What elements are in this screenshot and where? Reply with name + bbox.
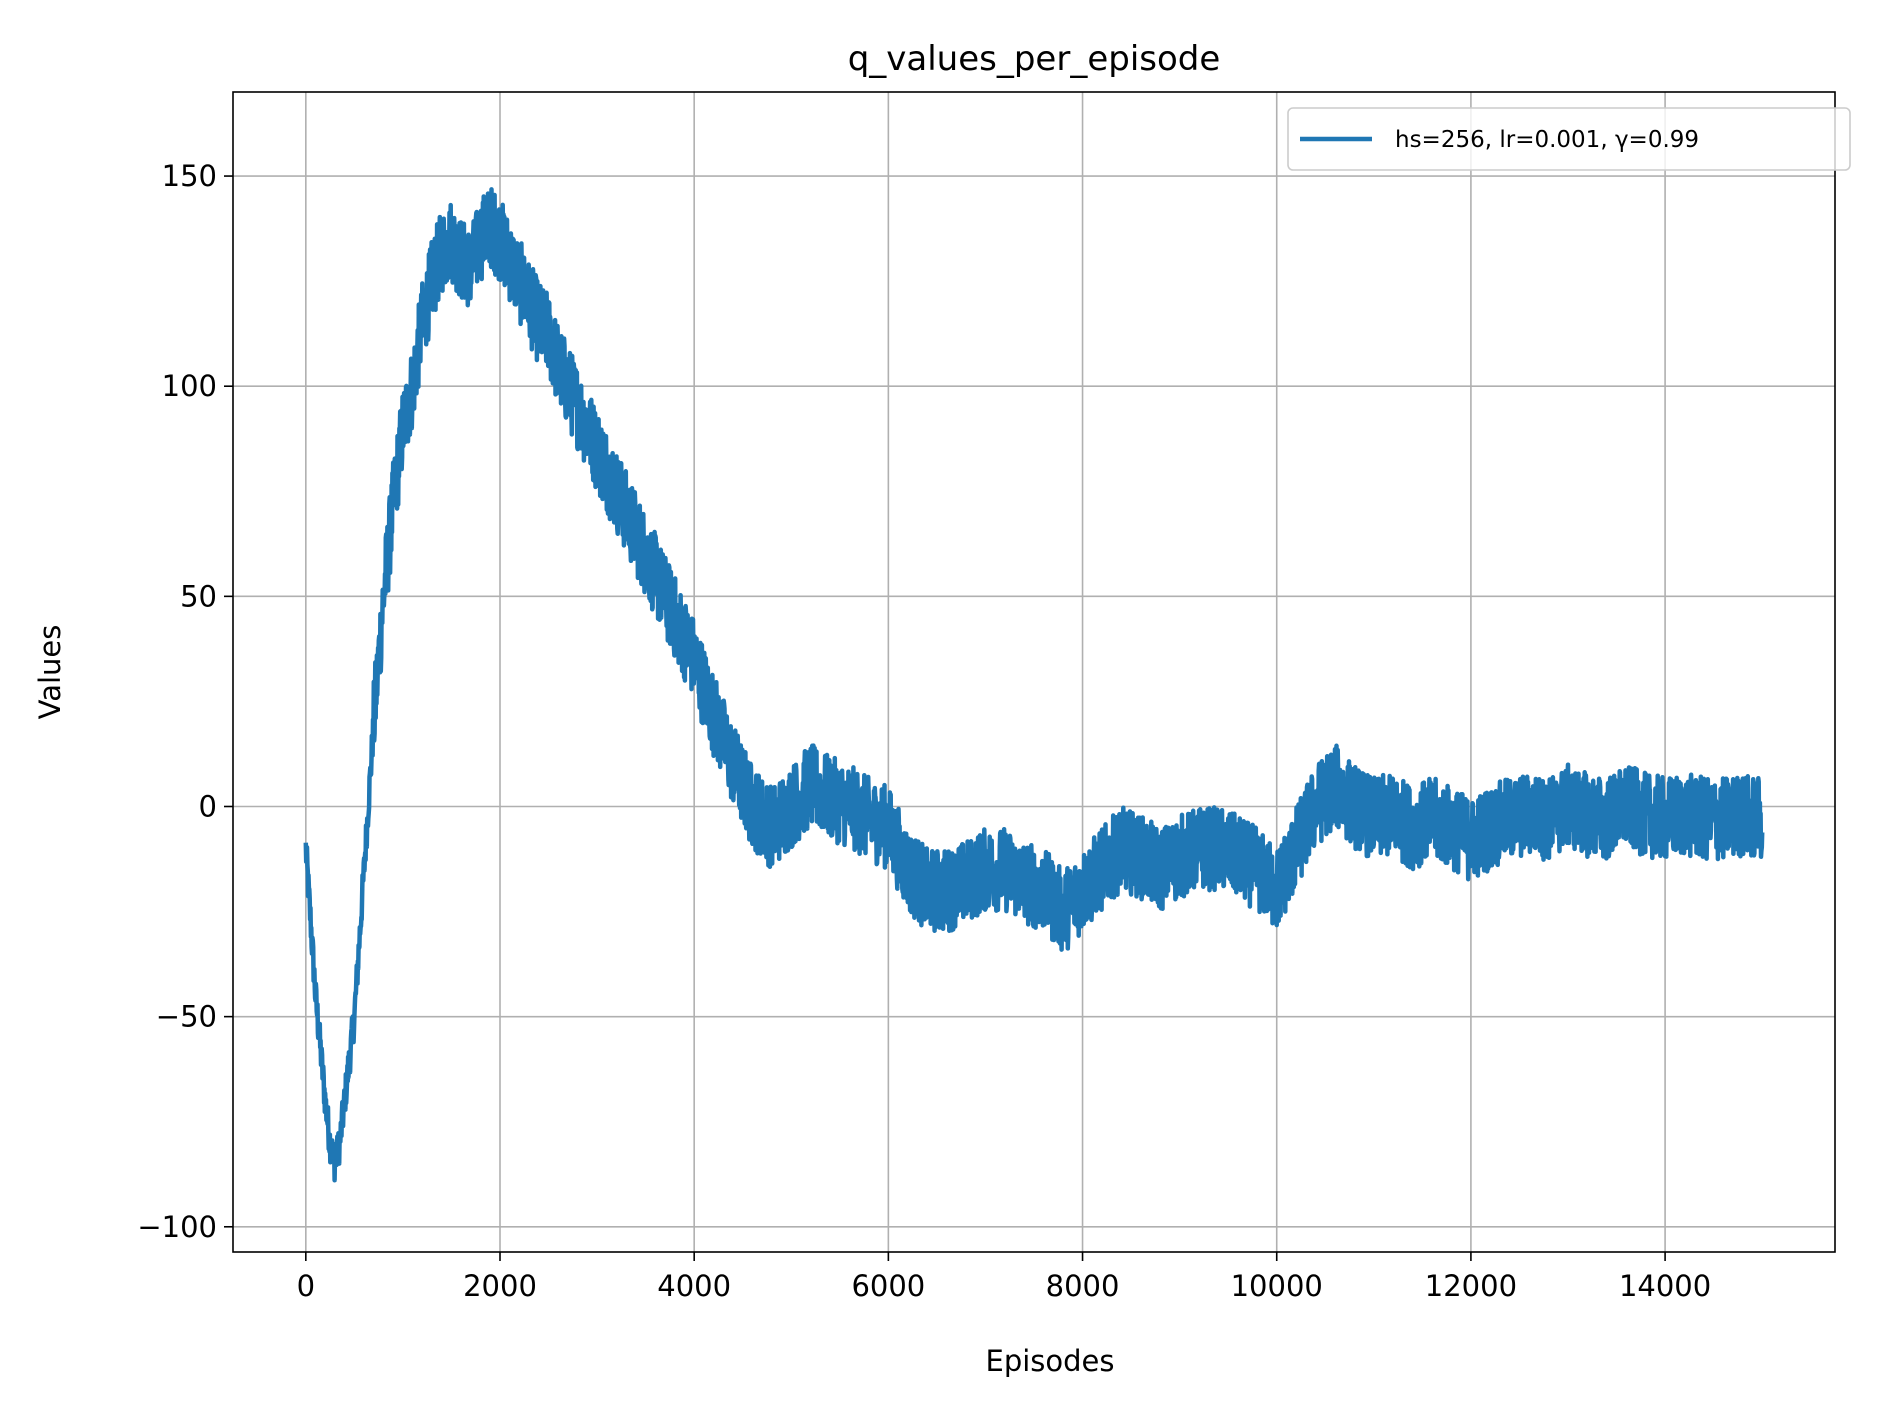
y-tick-label: −100 bbox=[137, 1210, 217, 1244]
x-axis-ticks: 0 2000 4000 6000 8000 10000 12000 14000 bbox=[297, 1252, 1711, 1303]
series-line bbox=[303, 187, 1765, 1183]
y-tick-label: 0 bbox=[199, 789, 217, 823]
y-tick-label: 50 bbox=[180, 579, 217, 613]
grid-lines bbox=[233, 92, 1835, 1252]
y-axis-label: Values bbox=[33, 625, 67, 720]
plot-frame bbox=[232, 91, 1836, 1253]
x-tick-label: 2000 bbox=[463, 1269, 537, 1303]
y-tick-label: 150 bbox=[162, 159, 217, 193]
x-tick-label: 12000 bbox=[1425, 1269, 1517, 1303]
legend: hs=256, lr=0.001, γ=0.99 bbox=[1287, 107, 1851, 171]
x-tick-label: 8000 bbox=[1046, 1269, 1120, 1303]
x-tick-label: 6000 bbox=[851, 1269, 925, 1303]
y-tick-label: −50 bbox=[156, 1000, 217, 1034]
x-axis-label: Episodes bbox=[986, 1344, 1115, 1378]
chart-title: q_values_per_episode bbox=[848, 39, 1221, 79]
x-tick-label: 14000 bbox=[1619, 1269, 1711, 1303]
legend-entry: hs=256, lr=0.001, γ=0.99 bbox=[1395, 127, 1699, 153]
y-tick-label: 100 bbox=[162, 369, 217, 403]
y-axis-ticks: −100 −50 0 50 100 150 bbox=[137, 159, 233, 1244]
x-tick-label: 4000 bbox=[657, 1269, 731, 1303]
x-tick-label: 10000 bbox=[1231, 1269, 1323, 1303]
legend-box bbox=[1287, 107, 1851, 171]
x-tick-label: 0 bbox=[297, 1269, 315, 1303]
